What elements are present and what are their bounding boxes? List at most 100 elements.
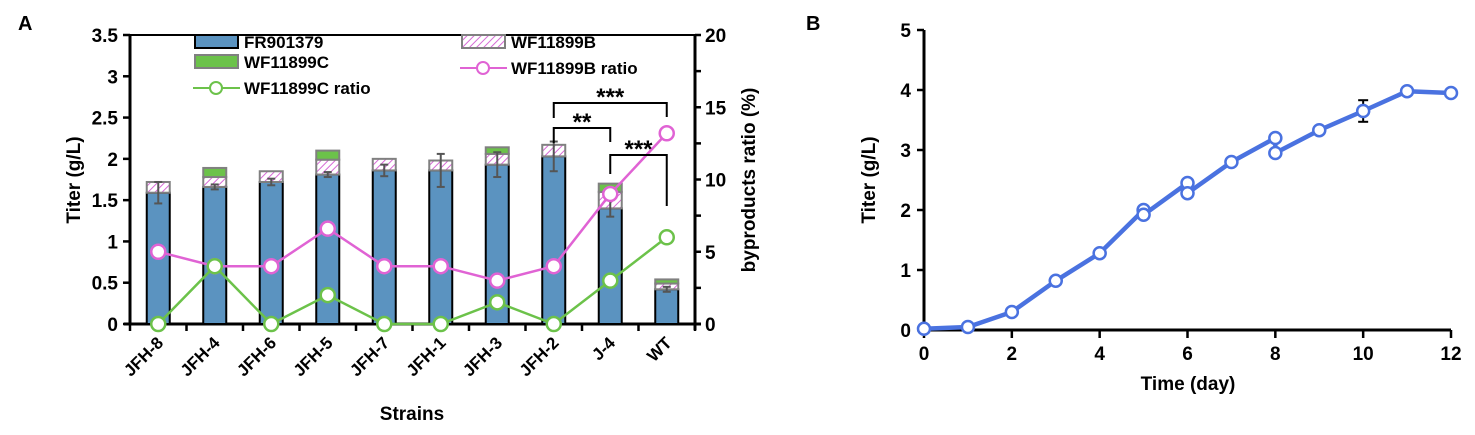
point-wf11899c-ratio [206, 257, 223, 275]
x-tick-label: JFH-6 [233, 333, 280, 380]
point-wf11899c-ratio [432, 315, 449, 333]
point-titer [1399, 83, 1415, 99]
point-wf11899b-ratio [545, 257, 562, 275]
point-wf11899c-ratio [150, 315, 167, 333]
y-tick-label: 1.5 [92, 191, 119, 212]
point-titer [1004, 304, 1020, 320]
panel-label-b: B [806, 13, 820, 35]
significance-bracket [552, 102, 668, 118]
y-tick-label: 3 [107, 67, 118, 88]
point-wf11899b-ratio [489, 272, 506, 289]
bar-fr901379 [597, 207, 623, 325]
legend-label-wf11899b: WF11899B [511, 33, 596, 52]
y-tick-label-b: 5 [900, 21, 911, 42]
legend-label-fr901379: FR901379 [244, 33, 323, 52]
point-wf11899c-ratio [319, 286, 336, 304]
point-wf11899b-ratio [319, 220, 336, 237]
panel-label-a: A [18, 13, 32, 35]
point-wf11899c-ratio [658, 229, 675, 246]
y2-tick-label: 0 [705, 315, 716, 336]
legend-swatch-fr901379 [194, 34, 239, 49]
point-titer [1355, 103, 1371, 119]
point-titer [916, 321, 932, 337]
significance-bracket [609, 154, 668, 206]
point-wf11899b-ratio [376, 257, 393, 275]
bar-fr901379 [541, 155, 567, 325]
point-wf11899c-ratio [602, 272, 619, 289]
legend-a: FR901379 WF11899C WF11899C ratio WF11899… [193, 33, 638, 98]
x-tick-label: JFH-5 [290, 333, 337, 380]
bar-wf11899c [202, 166, 228, 179]
y-tick-label: 0 [107, 315, 118, 336]
x-tick-label-b: 2 [1007, 344, 1018, 365]
bar-fr901379 [428, 169, 454, 325]
y-axis-label-a: Titer (g/L) [64, 136, 85, 223]
legend-label-wf11899b-ratio: WF11899B ratio [511, 59, 638, 78]
y2-tick-label: 20 [705, 26, 726, 47]
point-titer [960, 319, 976, 335]
x-tick-label: JFH-3 [459, 333, 506, 380]
bar-wf11899c [315, 149, 341, 161]
x-tick-label: JFH-8 [120, 333, 167, 380]
point-titer [1180, 185, 1195, 201]
bar-fr901379 [371, 169, 397, 325]
point-titer [1443, 85, 1459, 101]
line-wf11899c-ratio [157, 236, 668, 326]
y2-tick-label: 5 [705, 243, 716, 264]
x-tick-label-b: 0 [919, 344, 930, 365]
y-tick-label-b: 1 [900, 261, 911, 282]
legend-label-wf11899c-ratio: WF11899C ratio [244, 79, 371, 98]
y-tick-label-b: 2 [900, 201, 911, 222]
x-tick-label-b: 4 [1094, 344, 1105, 365]
point-titer [1224, 154, 1239, 170]
y-tick-label-b: 4 [900, 81, 911, 102]
bar-fr901379 [258, 180, 284, 325]
x-tick-label: WT [643, 333, 676, 366]
y2-tick-label: 15 [705, 98, 727, 119]
legend-swatch-wf11899b [461, 34, 506, 49]
x-tick-label: JFH-4 [177, 333, 224, 380]
point-wf11899c-ratio [545, 315, 562, 333]
x-tick-label-b: 8 [1270, 344, 1281, 365]
legend-marker-wf11899b-ratio [476, 61, 490, 75]
x-tick-label-b: 12 [1440, 344, 1461, 365]
x-tick-label: J-4 [588, 333, 619, 364]
legend-marker-wf11899c-ratio [209, 81, 223, 95]
bar-wf11899c [654, 278, 680, 285]
point-wf11899c-ratio [263, 315, 280, 333]
point-titer [1268, 130, 1283, 146]
x-tick-label-b: 6 [1182, 344, 1193, 365]
y-tick-label-b: 0 [900, 321, 911, 342]
legend-label-wf11899c: WF11899C [244, 53, 329, 72]
x-tick-label-b: 10 [1353, 344, 1374, 365]
bar-fr901379 [654, 288, 680, 326]
point-wf11899b-ratio [658, 125, 675, 142]
x-axis-label-a: Strains [380, 404, 444, 425]
significance-bracket [552, 127, 612, 143]
point-titer [1268, 145, 1283, 161]
y2-tick-label: 10 [705, 171, 726, 192]
y-tick-label: 0.5 [92, 274, 119, 295]
point-wf11899b-ratio [263, 257, 280, 275]
line-wf11899b-ratio [157, 132, 668, 282]
significance-label: *** [624, 136, 653, 163]
y-tick-label: 1 [107, 232, 118, 253]
y-axis-label-b: Titer (g/L) [859, 136, 880, 223]
y2-axis-label-a: byproducts ratio (%) [739, 88, 760, 273]
x-tick-label: JFH-1 [403, 333, 450, 380]
line-titer [923, 88, 1452, 332]
x-tick-label: JFH-7 [346, 333, 393, 380]
point-titer [1312, 122, 1327, 138]
significance-label: *** [596, 84, 625, 111]
x-axis-label-b: Time (day) [1141, 374, 1236, 395]
point-titer [1048, 273, 1063, 289]
point-wf11899c-ratio [489, 294, 506, 311]
y-tick-label: 2 [107, 150, 118, 171]
point-titer [1136, 207, 1151, 223]
bar-fr901379 [202, 185, 228, 325]
point-wf11899b-ratio [150, 243, 167, 260]
y-tick-label: 3.5 [92, 26, 119, 47]
